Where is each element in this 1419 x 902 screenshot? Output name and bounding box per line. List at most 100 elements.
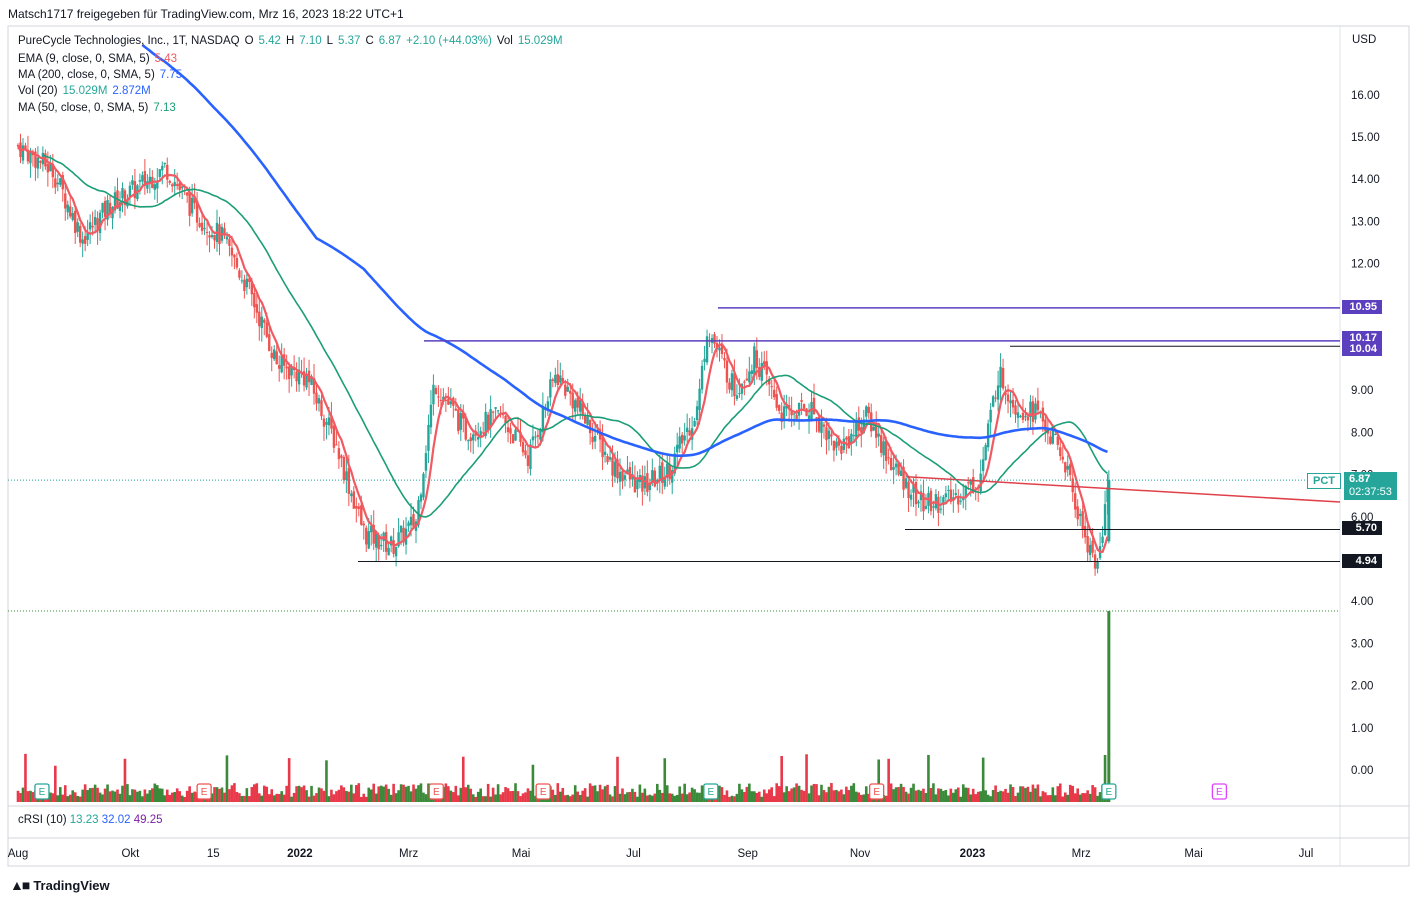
candle-body bbox=[753, 346, 756, 375]
candle-body bbox=[295, 371, 298, 382]
volume-bar bbox=[456, 795, 460, 802]
earnings-letter: E bbox=[873, 787, 880, 798]
candle-body bbox=[447, 398, 450, 405]
candle-body bbox=[1054, 434, 1057, 436]
candle-body bbox=[1074, 493, 1077, 510]
x-tick-label: Jul bbox=[626, 848, 641, 860]
volume-bar bbox=[877, 759, 880, 802]
tradingview-logo[interactable]: ▲■ TradingView bbox=[10, 877, 110, 893]
volume-bar bbox=[825, 792, 828, 802]
volume-bar bbox=[223, 792, 226, 802]
volume-bar bbox=[947, 795, 950, 802]
candle-body bbox=[439, 399, 443, 401]
crsi-legend[interactable]: cRSI (10) 13.23 32.02 49.25 bbox=[18, 814, 163, 826]
earnings-letter: E bbox=[39, 787, 46, 798]
candle-body bbox=[884, 440, 888, 461]
candle-body bbox=[429, 404, 433, 428]
candle-body bbox=[1009, 400, 1012, 404]
volume-bar bbox=[210, 793, 214, 802]
volume-bar bbox=[335, 791, 338, 802]
volume-bar bbox=[912, 783, 915, 802]
ma200-legend[interactable]: MA (200, close, 0, SMA, 5) 7.75 bbox=[18, 69, 187, 81]
candle-body bbox=[738, 393, 741, 395]
volume-bar bbox=[250, 787, 254, 802]
trend-line bbox=[906, 475, 1341, 503]
volume-bar bbox=[384, 784, 388, 802]
candle-body bbox=[777, 405, 781, 411]
volume-bar bbox=[156, 785, 159, 802]
candle-body bbox=[919, 491, 923, 501]
candle-body bbox=[484, 411, 487, 436]
volume-bar bbox=[740, 789, 744, 802]
candle-body bbox=[427, 424, 430, 451]
volume-ma-label: Vol (20) bbox=[18, 85, 58, 97]
volume-bar bbox=[387, 788, 390, 802]
candle-body bbox=[1086, 536, 1089, 553]
candle-body bbox=[315, 392, 318, 404]
candle-body bbox=[432, 384, 435, 405]
candle-body bbox=[180, 186, 184, 189]
earnings-letter: E bbox=[1106, 787, 1113, 798]
x-tick-label: Mrz bbox=[1072, 848, 1091, 860]
candle-body bbox=[98, 212, 102, 234]
candle-body bbox=[775, 394, 778, 408]
volume-bar bbox=[852, 783, 856, 802]
time-axis[interactable]: Aug Okt 15 2022 Mrz Mai Jul Sep Nov 2023 Mrz Mai Jul bbox=[8, 848, 1314, 860]
candle-body bbox=[511, 434, 515, 444]
volume-bar bbox=[927, 754, 930, 802]
volume-bar bbox=[61, 794, 65, 802]
candle-body bbox=[653, 470, 657, 487]
candle-body bbox=[633, 477, 637, 493]
candle-body bbox=[705, 336, 709, 363]
volume-bar bbox=[98, 792, 102, 802]
volume-bar bbox=[867, 793, 871, 802]
y-tick-label: 13.00 bbox=[1351, 216, 1380, 228]
volume-bar bbox=[143, 789, 147, 802]
volume-bar bbox=[845, 786, 848, 802]
ma50-legend[interactable]: MA (50, close, 0, SMA, 5) 7.13 bbox=[18, 102, 181, 114]
candle-body bbox=[486, 414, 490, 430]
y-tick-label: 0.00 bbox=[1351, 765, 1373, 777]
crsi-value-2: 32.02 bbox=[101, 814, 131, 826]
volume-bar bbox=[270, 789, 274, 802]
tradingview-brand: TradingView bbox=[33, 877, 110, 893]
candle-body bbox=[666, 463, 669, 478]
volume-bar bbox=[86, 790, 89, 802]
volume-bar bbox=[68, 794, 72, 802]
volume-bar bbox=[979, 791, 982, 802]
candle-body bbox=[472, 434, 475, 441]
volume-bar bbox=[526, 788, 530, 802]
candle-body bbox=[820, 421, 823, 433]
volume-bar bbox=[357, 783, 361, 802]
volume-ma-legend[interactable]: Vol (20) 15.029M 2.872M bbox=[18, 85, 156, 97]
volume-bar bbox=[1034, 788, 1037, 802]
candle-body bbox=[91, 225, 94, 228]
candle-body bbox=[350, 493, 353, 497]
candle-body bbox=[979, 473, 982, 492]
volume-bar bbox=[583, 788, 587, 802]
candle-body bbox=[1069, 464, 1072, 476]
candle-body bbox=[253, 292, 256, 308]
volume-bar bbox=[966, 787, 970, 802]
volume-bar bbox=[688, 792, 691, 802]
ema-legend[interactable]: EMA (9, close, 0, SMA, 5) 5.43 bbox=[18, 53, 182, 65]
volume-bar bbox=[822, 789, 826, 802]
candle-body bbox=[735, 395, 739, 400]
volume-bar bbox=[21, 787, 25, 802]
volume-bar bbox=[593, 785, 597, 802]
last-price-badge: 6.87 02:37:53 bbox=[1344, 472, 1397, 500]
candle-body bbox=[862, 419, 865, 434]
candle-body bbox=[83, 236, 87, 244]
volume-bar bbox=[193, 791, 196, 802]
candle-body bbox=[765, 361, 768, 375]
volume-bar bbox=[1044, 792, 1047, 802]
volume-bar bbox=[325, 760, 328, 802]
volume-bar bbox=[608, 794, 612, 802]
candle-body bbox=[367, 531, 370, 549]
candle-body bbox=[407, 522, 410, 527]
candle-body bbox=[1081, 511, 1084, 531]
earnings-icon bbox=[1211, 783, 1228, 800]
volume-bar bbox=[922, 788, 925, 802]
